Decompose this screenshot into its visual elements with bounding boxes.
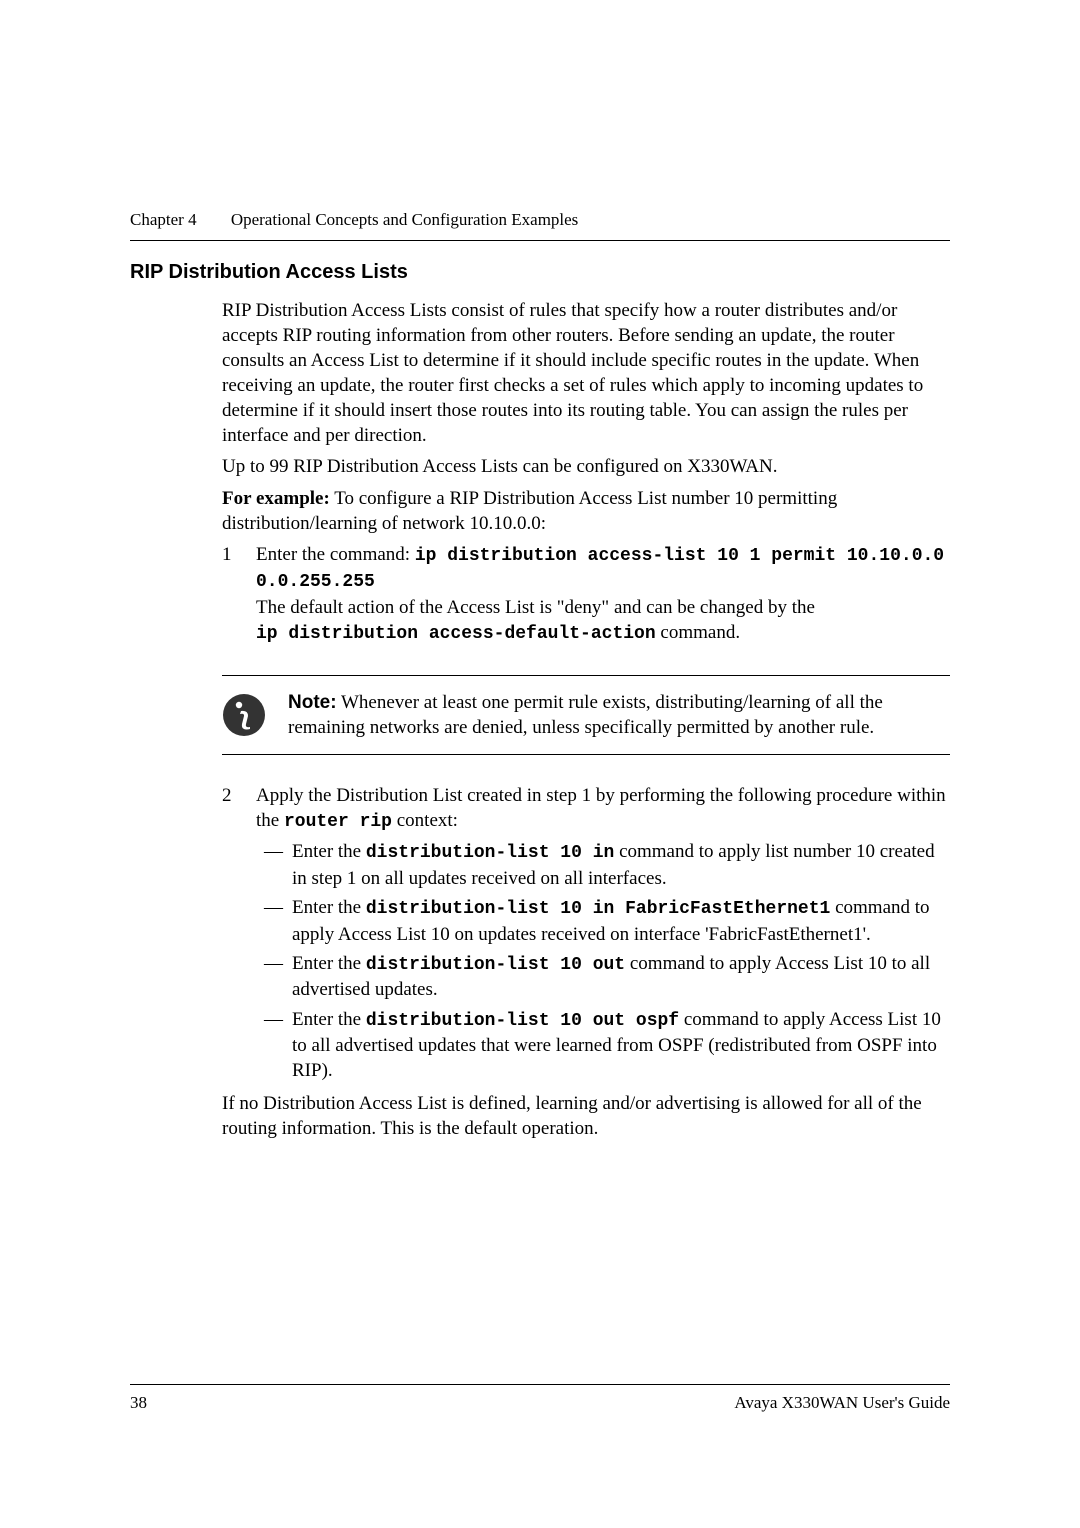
- body-column: RIP Distribution Access Lists consist of…: [222, 298, 950, 1142]
- step-2-bullet-2: Enter the distribution-list 10 in Fabric…: [256, 895, 950, 947]
- page-number: 38: [130, 1393, 147, 1413]
- bullet-3-a: Enter the: [292, 953, 366, 974]
- paragraph-upto: Up to 99 RIP Distribution Access Lists c…: [222, 454, 950, 479]
- chapter-label: Chapter 4: [130, 210, 197, 229]
- bullet-3-cmd: distribution-list 10 out: [366, 955, 625, 975]
- paragraph-example: For example: To configure a RIP Distribu…: [222, 486, 950, 536]
- page-header: Chapter 4 Operational Concepts and Confi…: [130, 210, 950, 230]
- step-2-number: 2: [222, 783, 232, 808]
- step-2-bullet-1: Enter the distribution-list 10 in comman…: [256, 839, 950, 891]
- step-1-lead: Enter the command:: [256, 544, 415, 565]
- step-2-bullet-3: Enter the distribution-list 10 out comma…: [256, 951, 950, 1003]
- section-title: RIP Distribution Access Lists: [130, 261, 950, 284]
- note-block: Note: Whenever at least one permit rule …: [222, 675, 950, 755]
- step-1-tail1: The default action of the Access List is…: [256, 597, 815, 618]
- step-1-tail: The default action of the Access List is…: [256, 595, 950, 647]
- step-1-tail2: command.: [656, 622, 740, 643]
- bullet-4-a: Enter the: [292, 1009, 366, 1030]
- step-2-bullet-4: Enter the distribution-list 10 out ospf …: [256, 1007, 950, 1084]
- document-title: Avaya X330WAN User's Guide: [734, 1393, 950, 1413]
- bullet-1-a: Enter the: [292, 841, 366, 862]
- step-1: 1 Enter the command: ip distribution acc…: [222, 542, 950, 647]
- step-2-command: router rip: [284, 812, 392, 832]
- info-icon: [222, 693, 266, 737]
- note-body: Whenever at least one permit rule exists…: [288, 692, 883, 738]
- bullet-1-cmd: distribution-list 10 in: [366, 843, 614, 863]
- note-text: Note: Whenever at least one permit rule …: [288, 690, 950, 740]
- footer-rule: [130, 1384, 950, 1385]
- step-2: 2 Apply the Distribution List created in…: [222, 783, 950, 1083]
- bullet-2-a: Enter the: [292, 897, 366, 918]
- bullet-2-cmd: distribution-list 10 in FabricFastEthern…: [366, 899, 830, 919]
- header-rule: [130, 240, 950, 241]
- step-1-command-2: ip distribution access-default-action: [256, 624, 656, 644]
- note-label: Note:: [288, 692, 337, 713]
- example-lead: For example:: [222, 488, 330, 509]
- chapter-title: Operational Concepts and Configuration E…: [231, 210, 578, 229]
- paragraph-closing: If no Distribution Access List is define…: [222, 1091, 950, 1141]
- step-2-tail: context:: [392, 810, 458, 831]
- step-1-number: 1: [222, 542, 232, 567]
- paragraph-intro: RIP Distribution Access Lists consist of…: [222, 298, 950, 448]
- page-footer: 38 Avaya X330WAN User's Guide: [130, 1384, 950, 1413]
- bullet-4-cmd: distribution-list 10 out ospf: [366, 1011, 679, 1031]
